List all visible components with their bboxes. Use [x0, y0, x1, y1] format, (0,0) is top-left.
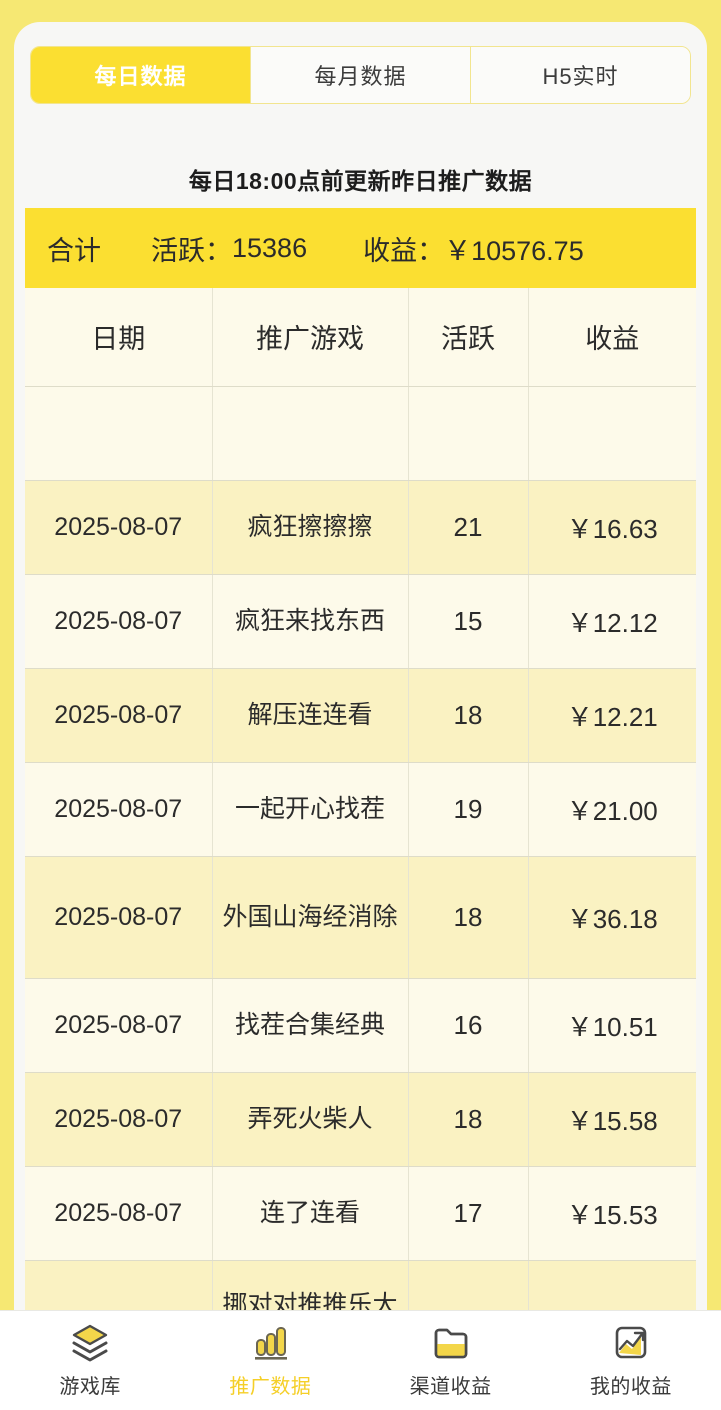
table-body: 2025-08-07 疯狂擦擦擦 21 ￥16.63 2025-08-07 疯狂… [25, 386, 696, 1310]
nav-item-my-income[interactable]: 我的收益 [541, 1323, 721, 1399]
nav-label-my-income: 我的收益 [589, 1375, 672, 1398]
page-sheet: 每日数据 每月数据 H5实时 每日18:00点前更新昨日推广数据 合计 活跃： … [14, 22, 707, 1310]
summary-active-label: 活跃： [151, 235, 232, 266]
cell-income: ￥16.63 [528, 480, 696, 575]
cell-game: 弄死火柴人 [212, 1072, 409, 1167]
tab-h5-label: H5实时 [542, 64, 619, 89]
nav-item-promotion-data[interactable]: 推广数据 [180, 1323, 360, 1399]
nav-item-game-library[interactable]: 游戏库 [0, 1323, 180, 1399]
cell-date: 2025-08-07 [25, 978, 213, 1073]
cell-active: 16 [408, 978, 529, 1073]
update-notice: 每日18:00点前更新昨日推广数据 [188, 168, 533, 194]
tab-h5-realtime[interactable]: H5实时 [471, 47, 690, 103]
cell-income: ￥12.21 [528, 668, 696, 763]
table-row[interactable]: 2025-08-07 解压连连看 18 ￥12.21 [25, 668, 696, 763]
cell-income: ￥21.00 [528, 762, 696, 857]
cell-income: ￥12.12 [528, 574, 696, 669]
table-row[interactable]: 2025-08-07 一起开心找茬 19 ￥21.00 [25, 762, 696, 857]
bar-chart-icon [249, 1323, 291, 1363]
table-row[interactable]: 2025-08-07 弄死火柴人 18 ￥15.58 [25, 1072, 696, 1167]
cell-game: 疯狂来找东西 [212, 574, 409, 669]
nav-label-promotion-data: 推广数据 [229, 1375, 312, 1398]
cell-active: 17 [408, 1166, 529, 1261]
table-row[interactable]: 2025-08-07 连了连看 17 ￥15.53 [25, 1166, 696, 1261]
column-header-date: 日期 [25, 288, 213, 387]
segmented-tab-bar: 每日数据 每月数据 H5实时 [30, 46, 691, 104]
cell-date: 2025-08-07 [25, 1166, 213, 1261]
nav-label-channel-income: 渠道收益 [409, 1375, 492, 1398]
cell-date: 2025-08-07 [25, 1072, 213, 1167]
cell-income: ￥13.45 [528, 1260, 696, 1310]
cell-date: 2025-08-07 [25, 856, 213, 979]
table-header: 日期 推广游戏 活跃 收益 [25, 288, 696, 387]
cell-game: 外国山海经消除 [212, 856, 409, 979]
cell-date: 2025-08-07 [25, 480, 213, 575]
table-spacer-row [25, 386, 696, 481]
cell-active: 15 [408, 574, 529, 669]
promotion-data-table: 日期 推广游戏 活跃 收益 2025-08-07 疯狂擦擦擦 21 ￥16.63 [25, 288, 696, 1310]
cell-income: ￥36.18 [528, 856, 696, 979]
summary-bar: 合计 活跃： 15386 收益： ￥10576.75 [25, 208, 696, 288]
table-row[interactable]: 2025-08-07 疯狂来找东西 15 ￥12.12 [25, 574, 696, 669]
cell-active: 18 [408, 668, 529, 763]
cell-game: 一起开心找茬 [212, 762, 409, 857]
table-row[interactable]: 2025-08-06 挪对对推推乐大作战 5 ￥13.45 [25, 1260, 696, 1310]
summary-total-label: 合计 [47, 235, 101, 266]
summary-active-value: 15386 [232, 232, 308, 263]
tab-monthly-data[interactable]: 每月数据 [251, 47, 471, 103]
cell-date: 2025-08-06 [25, 1260, 213, 1310]
trend-chart-icon [610, 1323, 652, 1363]
column-header-active: 活跃 [408, 288, 529, 387]
cell-income: ￥15.58 [528, 1072, 696, 1167]
cell-date: 2025-08-07 [25, 574, 213, 669]
cell-game: 找茬合集经典 [212, 978, 409, 1073]
cell-date: 2025-08-07 [25, 668, 213, 763]
tab-daily-data[interactable]: 每日数据 [31, 47, 251, 103]
summary-income-value: ￥10576.75 [444, 235, 584, 266]
tab-daily-label: 每日数据 [94, 64, 187, 89]
table-row[interactable]: 2025-08-07 找茬合集经典 16 ￥10.51 [25, 978, 696, 1073]
cell-game: 疯狂擦擦擦 [212, 480, 409, 575]
cell-income: ￥10.51 [528, 978, 696, 1073]
cell-income: ￥15.53 [528, 1166, 696, 1261]
cell-date: 2025-08-07 [25, 762, 213, 857]
table-header-row: 日期 推广游戏 活跃 收益 [25, 288, 696, 387]
column-header-game: 推广游戏 [212, 288, 409, 387]
folder-icon [430, 1323, 472, 1363]
cell-game: 解压连连看 [212, 668, 409, 763]
tab-monthly-label: 每月数据 [314, 64, 407, 89]
nav-label-game-library: 游戏库 [59, 1375, 121, 1398]
cell-active: 19 [408, 762, 529, 857]
table-row[interactable]: 2025-08-07 外国山海经消除 18 ￥36.18 [25, 856, 696, 979]
summary-income-label: 收益： [363, 235, 445, 266]
bottom-navigation-bar: 游戏库 推广数据 渠道收益 [0, 1310, 721, 1410]
column-header-income: 收益 [528, 288, 696, 387]
cell-game: 连了连看 [212, 1166, 409, 1261]
cell-active: 18 [408, 856, 529, 979]
nav-item-channel-income[interactable]: 渠道收益 [361, 1323, 541, 1399]
cell-game: 挪对对推推乐大作战 [212, 1260, 409, 1310]
cell-active: 5 [408, 1260, 529, 1310]
cell-active: 18 [408, 1072, 529, 1167]
layers-icon [69, 1323, 111, 1363]
cell-active: 21 [408, 480, 529, 575]
table-row[interactable]: 2025-08-07 疯狂擦擦擦 21 ￥16.63 [25, 480, 696, 575]
